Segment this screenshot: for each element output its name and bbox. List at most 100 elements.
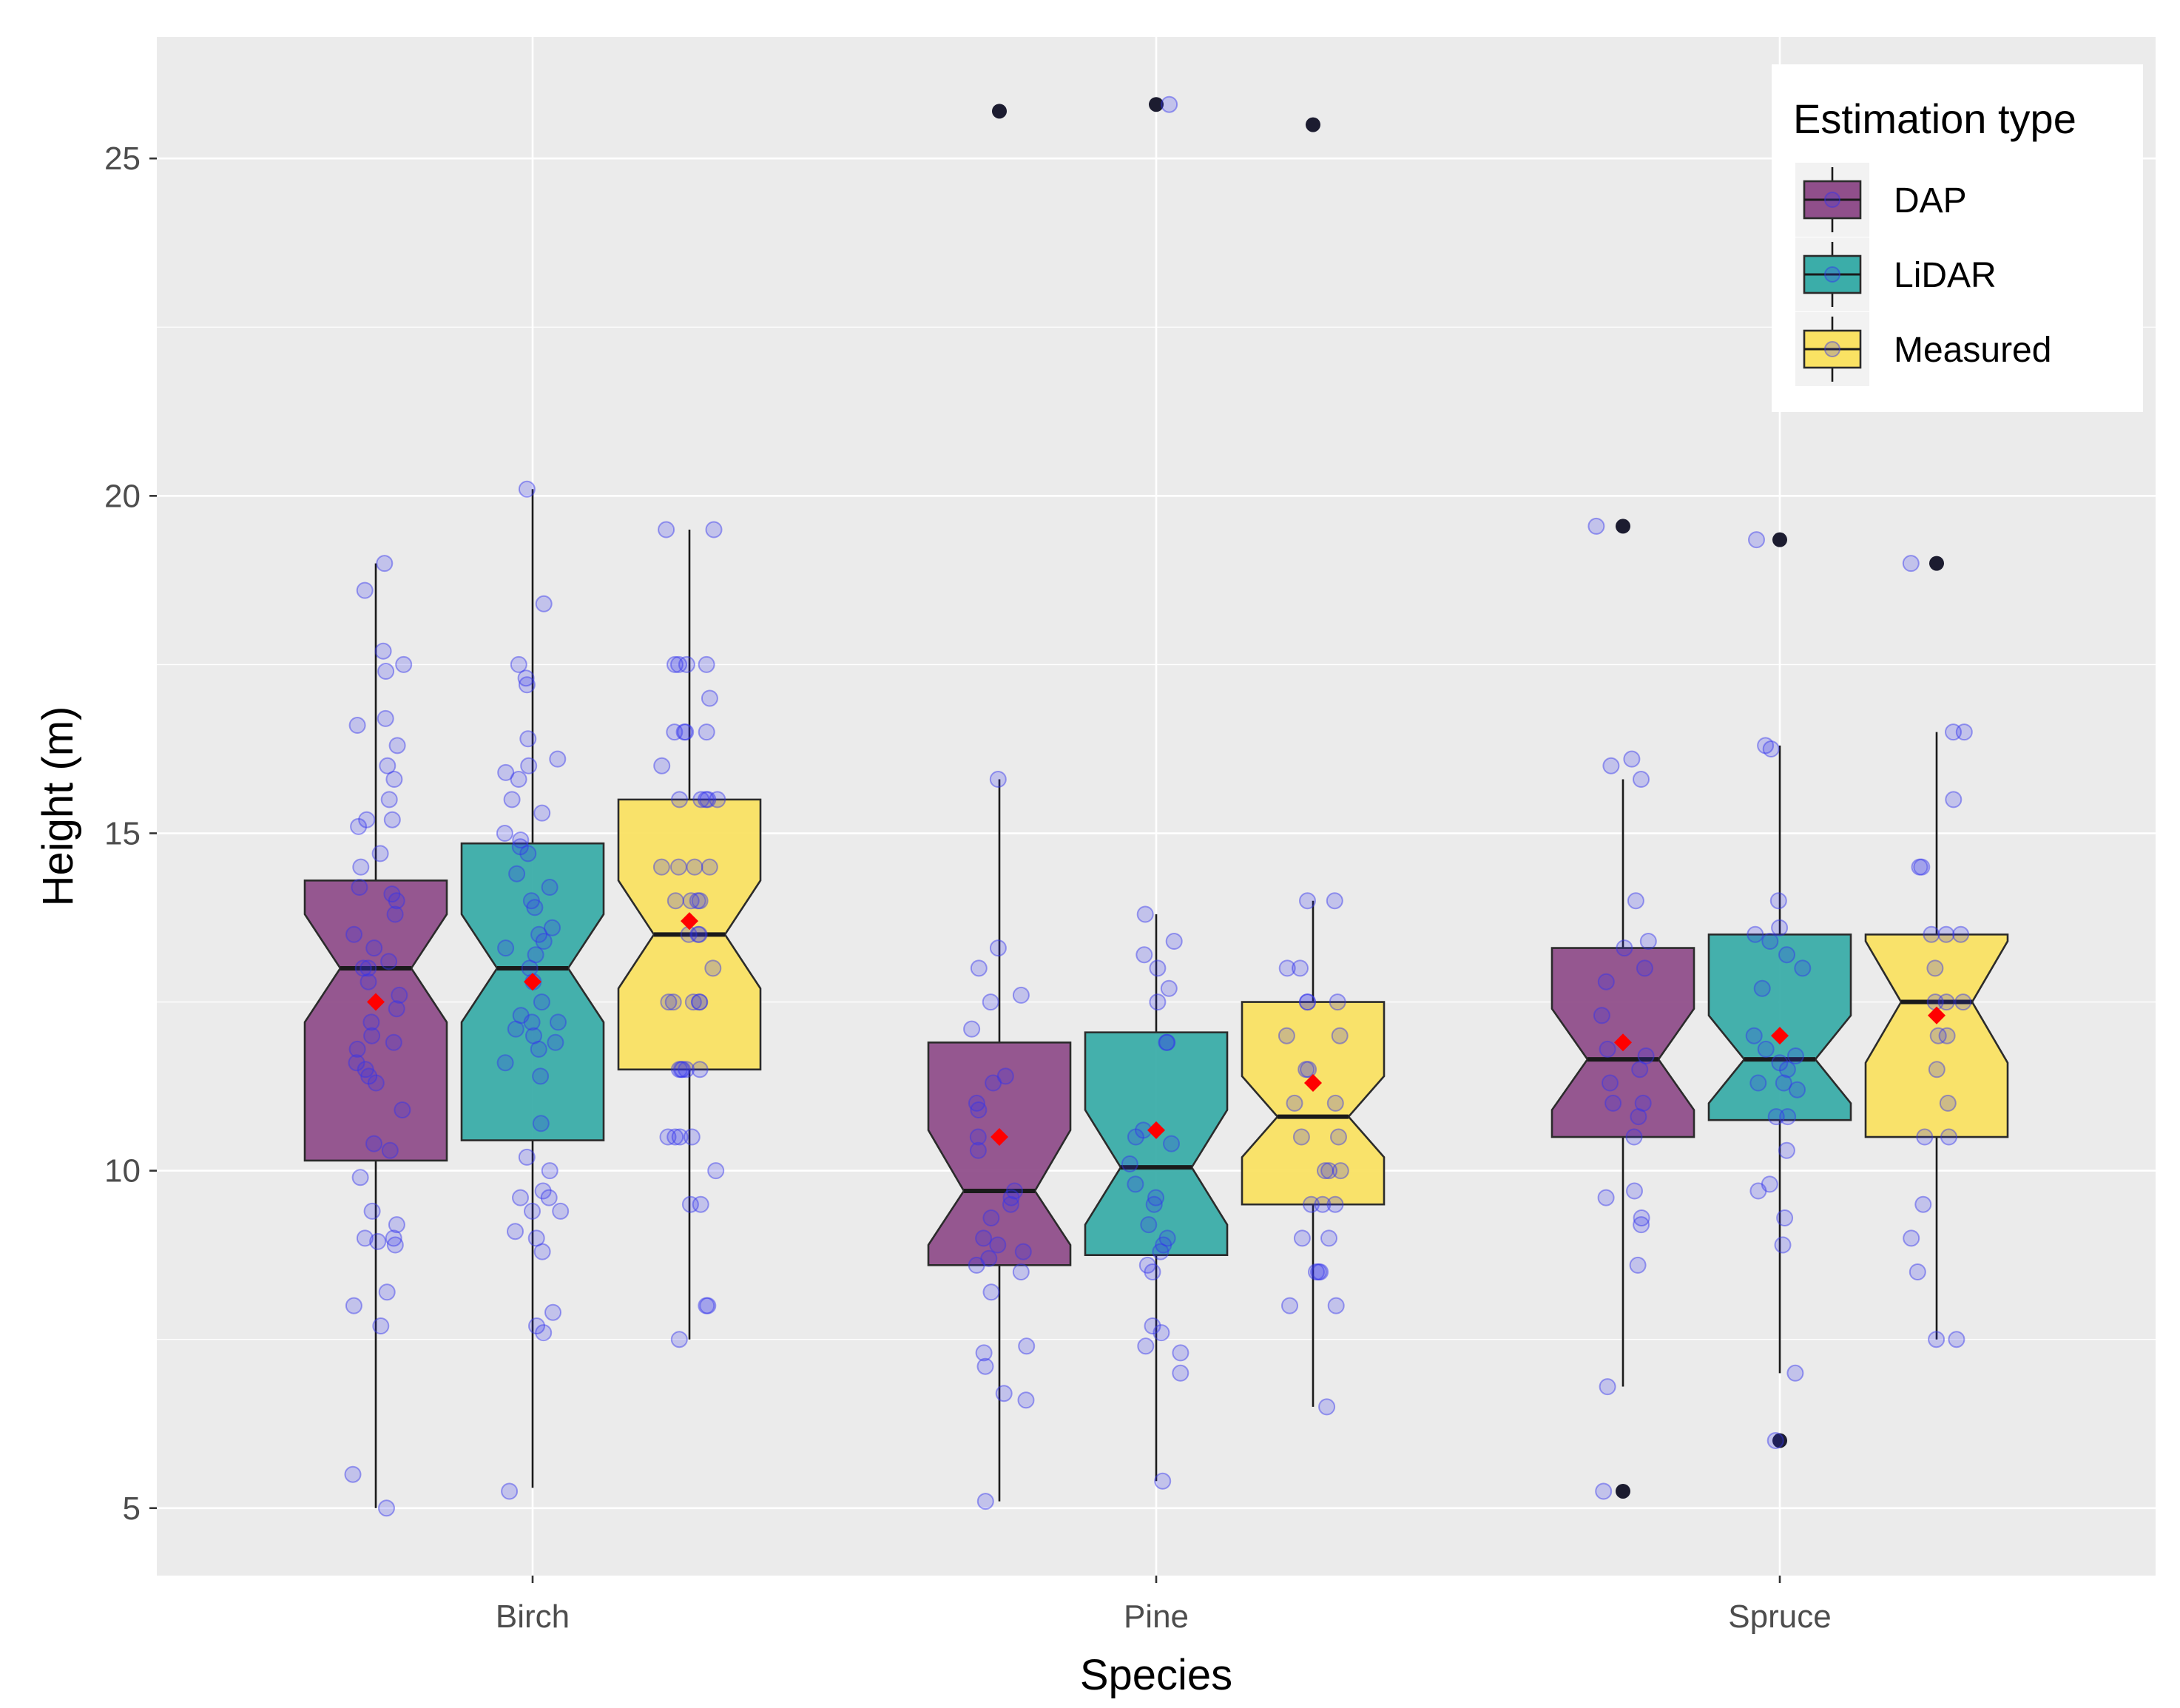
jitter-point-birch-measured: [686, 858, 703, 876]
mean-marker-birch-dap: [367, 993, 385, 1011]
jitter-point-spruce-lidar: [1749, 1074, 1767, 1092]
jitter-point-pine-dap: [982, 993, 999, 1011]
jitter-point-pine-measured: [1314, 1195, 1332, 1213]
jitter-point-pine-lidar: [1158, 1033, 1175, 1051]
jitter-point-spruce-dap: [1636, 959, 1653, 977]
mean-marker-spruce-dap: [1614, 1033, 1632, 1052]
y-tick-label-25: 25: [104, 141, 141, 177]
outlier-spruce-lidar: [1772, 532, 1787, 547]
jitter-point-birch-lidar: [512, 831, 530, 849]
jitter-point-birch-dap: [385, 1229, 402, 1247]
jitter-point-birch-dap: [345, 1297, 362, 1314]
jitter-point-birch-dap: [385, 1033, 402, 1051]
jitter-point-birch-measured: [671, 1128, 689, 1146]
jitter-point-pine-lidar: [1158, 1033, 1176, 1051]
jitter-point-birch-lidar: [524, 1202, 541, 1220]
jitter-point-pine-measured: [1320, 1229, 1337, 1247]
box-pine-lidar: [1084, 1031, 1229, 1256]
jitter-point-spruce-measured: [1916, 1128, 1934, 1146]
jitter-point-birch-lidar: [497, 939, 515, 957]
jitter-point-pine-lidar: [1145, 1195, 1163, 1213]
jitter-point-birch-measured: [705, 521, 723, 539]
legend-key-point-dap: [1824, 192, 1840, 208]
jitter-point-birch-lidar: [523, 1013, 541, 1031]
jitter-point-spruce-lidar: [1776, 1209, 1794, 1226]
jitter-point-birch-measured: [692, 791, 710, 809]
jitter-point-pine-measured: [1292, 1128, 1310, 1146]
mean-marker-pine-lidar: [1147, 1121, 1165, 1139]
jitter-point-spruce-lidar: [1753, 979, 1771, 997]
jitter-point-pine-measured: [1299, 993, 1317, 1011]
jitter-point-birch-lidar: [532, 1115, 550, 1133]
jitter-point-pine-measured: [1308, 1263, 1325, 1280]
jitter-point-spruce-measured: [1940, 1128, 1957, 1146]
jitter-point-spruce-lidar: [1771, 1054, 1789, 1072]
jitter-point-spruce-dap: [1630, 1108, 1647, 1126]
jitter-point-pine-dap: [969, 1141, 987, 1159]
jitter-point-birch-measured: [709, 791, 726, 809]
jitter-point-birch-lidar: [540, 1189, 558, 1206]
jitter-point-spruce-measured: [1926, 993, 1944, 1011]
jitter-point-spruce-lidar: [1766, 1432, 1784, 1449]
jitter-point-spruce-measured: [1902, 555, 1920, 573]
jitter-point-spruce-dap: [1623, 750, 1641, 768]
jitter-point-pine-lidar: [1127, 1128, 1144, 1146]
jitter-point-pine-lidar: [1172, 1344, 1189, 1362]
jitter-point-birch-lidar: [519, 730, 537, 748]
jitter-point-birch-measured: [674, 1061, 692, 1079]
jitter-point-birch-measured: [684, 993, 702, 1011]
jitter-point-birch-lidar: [544, 1303, 561, 1321]
jitter-point-birch-dap: [344, 1465, 362, 1483]
jitter-point-pine-dap: [1014, 1243, 1032, 1260]
legend-label-measured: Measured: [1894, 331, 2051, 370]
y-tick-label-5: 5: [123, 1491, 141, 1527]
jitter-point-birch-dap: [354, 959, 372, 977]
jitter-point-birch-dap: [358, 811, 376, 828]
jitter-point-pine-dap: [963, 1020, 981, 1038]
jitter-point-birch-lidar: [530, 925, 548, 943]
jitter-point-pine-dap: [1012, 1263, 1030, 1280]
jitter-point-pine-lidar: [1149, 959, 1167, 977]
jitter-point-birch-dap: [365, 939, 383, 957]
jitter-point-birch-lidar: [518, 480, 536, 498]
jitter-point-pine-measured: [1327, 1297, 1345, 1314]
jitter-point-pine-measured: [1317, 1162, 1334, 1180]
jitter-point-spruce-lidar: [1748, 531, 1765, 549]
jitter-point-birch-dap: [372, 1317, 390, 1334]
jitter-point-birch-measured: [670, 655, 687, 673]
jitter-point-spruce-measured: [1954, 993, 1972, 1011]
jitter-point-pine-lidar: [1136, 905, 1154, 923]
jitter-point-birch-lidar: [532, 1067, 550, 1085]
jitter-point-pine-dap: [968, 1256, 985, 1274]
jitter-point-birch-measured: [675, 723, 693, 741]
jitter-point-birch-measured: [691, 993, 709, 1011]
jitter-point-birch-measured: [677, 723, 695, 741]
jitter-point-birch-measured: [669, 858, 687, 876]
jitter-point-birch-dap: [350, 817, 368, 835]
jitter-point-birch-measured: [678, 655, 695, 673]
outlier-spruce-dap: [1616, 519, 1630, 534]
outlier-spruce-dap: [1616, 1483, 1630, 1499]
jitter-point-spruce-measured: [1928, 1061, 1946, 1079]
jitter-point-birch-dap: [394, 1101, 411, 1118]
jitter-point-birch-measured: [690, 993, 708, 1011]
jitter-point-spruce-measured: [1913, 858, 1931, 876]
mean-marker-birch-measured: [681, 912, 698, 931]
jitter-point-pine-lidar: [1158, 1229, 1176, 1247]
jitter-point-pine-measured: [1297, 1061, 1315, 1079]
jitter-point-birch-lidar: [541, 879, 559, 896]
jitter-point-birch-dap: [367, 1074, 385, 1092]
outlier-pine-measured: [1306, 117, 1320, 132]
jitter-point-birch-measured: [682, 892, 700, 910]
jitter-point-birch-lidar: [541, 1162, 559, 1180]
jitter-point-spruce-dap: [1627, 892, 1644, 910]
jitter-point-spruce-measured: [1945, 791, 1963, 809]
jitter-point-pine-dap: [970, 959, 988, 977]
jitter-point-birch-lidar: [544, 919, 561, 936]
jitter-point-pine-measured: [1326, 1195, 1344, 1213]
jitter-point-pine-measured: [1326, 892, 1343, 910]
outlier-pine-dap: [992, 104, 1007, 119]
jitter-point-pine-dap: [1017, 1391, 1035, 1409]
jitter-point-birch-measured: [689, 925, 707, 943]
jitter-point-pine-lidar: [1154, 1472, 1172, 1490]
